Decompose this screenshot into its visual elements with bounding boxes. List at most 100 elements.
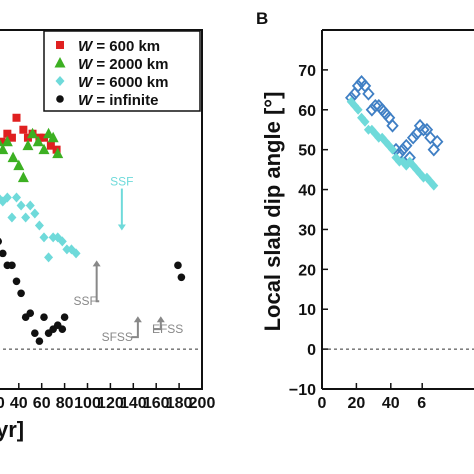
annotation-arrow <box>153 321 162 331</box>
arrow-head <box>117 224 126 231</box>
series-diamond <box>0 192 81 263</box>
data-point <box>27 127 39 139</box>
data-point <box>406 130 420 145</box>
y-tick-label: 0 <box>307 342 316 359</box>
data-point <box>362 86 375 101</box>
data-point <box>44 252 54 263</box>
annotation-arrow <box>131 321 139 339</box>
x-tick-label: 180 <box>166 395 193 412</box>
data-point <box>360 116 370 127</box>
x-tick-label: 20 <box>0 395 5 412</box>
data-point <box>57 236 67 247</box>
x-tick-label: 200 <box>189 395 216 412</box>
y-tick-label: 50 <box>298 143 316 160</box>
legend-box <box>43 30 201 112</box>
data-point <box>52 147 64 159</box>
data-point <box>71 248 81 259</box>
x-tick-label: 0 <box>318 395 327 412</box>
data-point <box>417 122 430 137</box>
data-point <box>40 313 48 322</box>
x-tick-label: 100 <box>74 395 101 412</box>
data-point <box>17 289 25 298</box>
data-point <box>0 137 6 146</box>
y-tick-label: 30 <box>298 222 316 239</box>
data-point <box>48 232 58 243</box>
arrow-head <box>133 316 142 323</box>
data-point <box>0 249 7 258</box>
data-point <box>12 113 21 122</box>
y-tick-label: 70 <box>298 63 316 80</box>
x-tick-label: 160 <box>143 395 170 412</box>
series-triangle <box>0 127 64 183</box>
legend-label: W = 2000 km <box>78 56 168 73</box>
data-point <box>424 130 437 145</box>
legend: W = 600 kmW = 2000 kmW = 6000 kmW = infi… <box>43 30 201 112</box>
data-point <box>177 273 186 282</box>
annotation-label: SSF <box>74 294 97 308</box>
data-point <box>25 200 35 211</box>
arrow-head <box>92 260 101 267</box>
series-diamond <box>346 96 439 191</box>
data-point <box>12 277 21 286</box>
data-point <box>35 337 44 345</box>
legend-marker <box>55 76 65 86</box>
data-point <box>12 192 22 203</box>
data-point <box>16 200 26 211</box>
data-point <box>7 151 19 163</box>
data-point <box>355 75 368 89</box>
annotation: SSF <box>74 260 101 308</box>
x-tick-label: 60 <box>33 395 51 412</box>
data-point <box>21 212 31 223</box>
data-point <box>353 104 363 115</box>
data-point <box>19 125 28 134</box>
annotation: SFSS <box>102 316 142 344</box>
series-circle <box>0 238 69 345</box>
data-point <box>26 309 35 318</box>
data-point <box>31 329 39 337</box>
data-point <box>7 133 16 142</box>
data-point <box>372 98 385 113</box>
data-point <box>0 139 4 147</box>
data-point <box>52 145 61 154</box>
data-point <box>13 159 25 171</box>
data-point <box>38 143 50 155</box>
x-tick-label: 20 <box>348 395 366 412</box>
annotation-label: SSF <box>110 175 133 189</box>
data-point <box>429 180 439 191</box>
data-point <box>174 261 182 270</box>
annotation-arrow <box>95 265 100 303</box>
data-point <box>388 144 398 155</box>
data-point <box>386 118 399 133</box>
legend-label: W = infinite <box>78 92 158 109</box>
annotation: SSF <box>110 175 134 231</box>
x-axis-label: yr] <box>0 417 24 442</box>
data-point <box>379 106 392 121</box>
data-point <box>8 261 16 270</box>
data-point <box>62 244 72 255</box>
panel-letter: B <box>256 9 268 28</box>
annotation-label: SFSS <box>102 330 133 344</box>
y-tick-label: 60 <box>298 103 316 120</box>
data-point <box>7 212 17 223</box>
data-point <box>47 131 59 143</box>
legend-marker <box>56 95 64 103</box>
data-point <box>22 139 34 151</box>
data-point <box>0 196 8 207</box>
data-point <box>58 325 67 333</box>
legend-marker <box>56 41 64 49</box>
arrow-head <box>156 316 165 323</box>
data-point <box>2 192 12 203</box>
series-open-diamond <box>345 75 444 165</box>
x-tick-label: 40 <box>382 395 400 412</box>
data-point <box>0 143 9 155</box>
data-point <box>32 135 44 147</box>
data-point <box>0 238 2 245</box>
plot-frame <box>321 29 474 390</box>
y-tick-label: 10 <box>298 302 316 319</box>
legend-marker <box>54 57 66 68</box>
y-tick-label: 40 <box>298 183 316 200</box>
data-point <box>34 220 44 231</box>
